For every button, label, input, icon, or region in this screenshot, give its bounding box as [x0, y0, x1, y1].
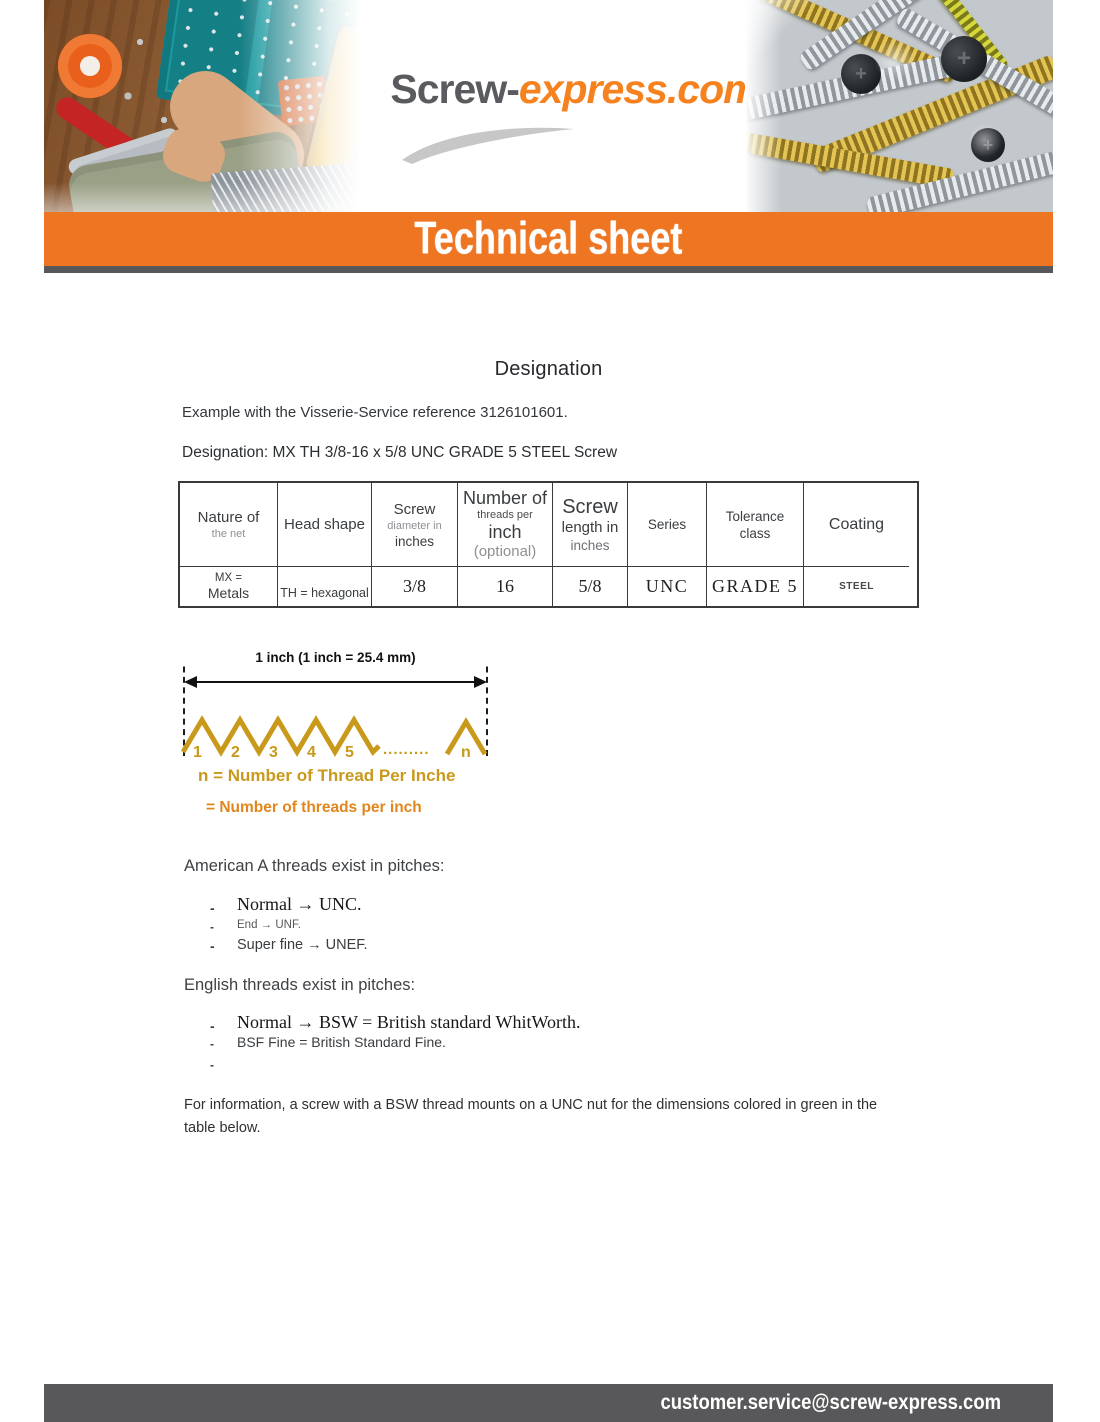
col-header-nature: Nature of the net	[180, 483, 278, 567]
cell-value: 16	[496, 576, 514, 596]
bsw-unc-note: For information, a screw with a BSW thre…	[184, 1097, 878, 1136]
col-header-series: Series	[628, 483, 707, 567]
footer-bar: customer.service@screw-express.com	[44, 1384, 1053, 1422]
cell-tolerance: GRADE 5	[707, 567, 804, 606]
header-line: Number of	[462, 488, 548, 508]
american-threads-heading: American A threads exist in pitches:	[184, 857, 445, 875]
thread-number: 5	[345, 744, 354, 760]
cell-line: Metals	[207, 585, 250, 601]
dimension-limit-left	[183, 656, 185, 756]
thread-number: 2	[231, 744, 240, 760]
list-bullet: -	[210, 1037, 214, 1051]
cell-length: 5/8	[553, 567, 628, 606]
list-item: End → UNF.	[237, 919, 301, 931]
list-bullet: -	[210, 1018, 215, 1034]
header-subline: (optional)	[473, 543, 537, 560]
screws-photo	[745, 0, 1053, 212]
list-bullet: -	[210, 1058, 214, 1072]
thread-zigzag-diagram: 1 2 3 4 5 ......... n	[181, 715, 488, 760]
inch-dimension-label: 1 inch (1 inch = 25.4 mm)	[183, 650, 488, 665]
cell-value: STEEL	[839, 581, 874, 592]
header-line: Screw	[393, 500, 436, 518]
cell-value: 5/8	[578, 576, 602, 596]
workbench-photo	[44, 0, 360, 212]
ellipsis-dots: .........	[383, 741, 430, 758]
col-header-diameter: Screw diameter in inches	[372, 483, 458, 567]
page-header: Screw-express.com	[44, 0, 1053, 212]
col-header-length: Screw length in inches	[553, 483, 628, 567]
cell-line: MX =	[214, 572, 243, 584]
logo-zone: Screw-express.com	[360, 0, 789, 212]
banner-title: Technical sheet	[414, 213, 683, 264]
cell-value: GRADE 5	[712, 576, 798, 596]
photo-fade	[44, 0, 360, 212]
header-line: Tolerance	[725, 508, 785, 524]
cell-threads: 16	[458, 567, 553, 606]
thread-number: 1	[193, 744, 202, 760]
cell-series: UNC	[628, 567, 707, 606]
cell-head-shape: TH = hexagonal	[278, 567, 372, 606]
header-line: Coating	[828, 516, 885, 533]
double-arrow-icon	[184, 676, 487, 688]
header-subline: inches	[394, 533, 435, 549]
list-item: Normal → BSW = British standard WhitWort…	[237, 1012, 581, 1032]
header-subline: the net	[211, 528, 246, 540]
cell-value: 3/8	[402, 576, 426, 596]
list-item: Super fine → UNEF.	[237, 937, 368, 953]
header-subline: length in	[561, 518, 619, 536]
header-divider-bar	[44, 266, 1053, 273]
example-reference-line: Example with the Visserie-Service refere…	[182, 404, 568, 421]
cell-coating: STEEL	[804, 567, 909, 606]
english-threads-heading: English threads exist in pitches:	[184, 976, 416, 994]
cell-line: TH = hexagonal	[280, 586, 369, 600]
technical-sheet-banner: Technical sheet	[44, 212, 1053, 266]
list-bullet: -	[210, 920, 214, 934]
dimension-limit-right	[486, 656, 488, 756]
page-title: Designation	[494, 358, 603, 380]
thread-per-inch-caption-gold: n = Number of Thread Per Inche	[198, 766, 456, 785]
thread-per-inch-caption-orange: = Number of threads per inch	[206, 799, 422, 816]
logo-text-screw: Screw-	[390, 66, 519, 112]
thread-number: 3	[269, 744, 278, 760]
col-header-head-shape: Head shape	[278, 483, 372, 567]
col-header-coating: Coating	[804, 483, 909, 567]
logo-swoosh-icon	[402, 127, 574, 164]
customer-service-email: customer.service@screw-express.com	[660, 1391, 1001, 1414]
logo-text-express: express.com	[518, 66, 760, 112]
header-line: Nature of	[197, 509, 260, 526]
cell-value: UNC	[645, 576, 689, 596]
header-line: Screw	[562, 495, 618, 518]
col-header-threads: Number of threads per inch (optional)	[458, 483, 553, 567]
list-bullet: -	[210, 900, 215, 916]
col-header-tolerance: Tolerance class	[707, 483, 804, 567]
list-bullet: -	[210, 938, 215, 954]
header-subline: diameter in	[387, 519, 442, 532]
thread-number: 4	[307, 744, 316, 760]
cell-nature: MX = Metals	[180, 567, 278, 606]
header-subline: inch	[488, 522, 522, 542]
header-subline: class	[739, 525, 771, 541]
designation-line: Designation: MX TH 3/8-16 x 5/8 UNC GRAD…	[182, 444, 618, 461]
thread-number-n: n	[461, 744, 471, 760]
cell-diameter: 3/8	[372, 567, 458, 606]
brand-logo: Screw-express.com	[360, 66, 789, 113]
header-line: Head shape	[284, 516, 365, 533]
designation-table: Nature of the net Head shape Screw diame…	[178, 481, 919, 608]
header-subline: inches	[570, 537, 610, 553]
list-item: BSF Fine = British Standard Fine.	[237, 1034, 446, 1050]
header-line: Series	[647, 517, 687, 532]
photo-fade	[745, 0, 1053, 212]
list-item: Normal → UNC.	[237, 894, 362, 914]
header-subline: threads per	[477, 509, 533, 521]
